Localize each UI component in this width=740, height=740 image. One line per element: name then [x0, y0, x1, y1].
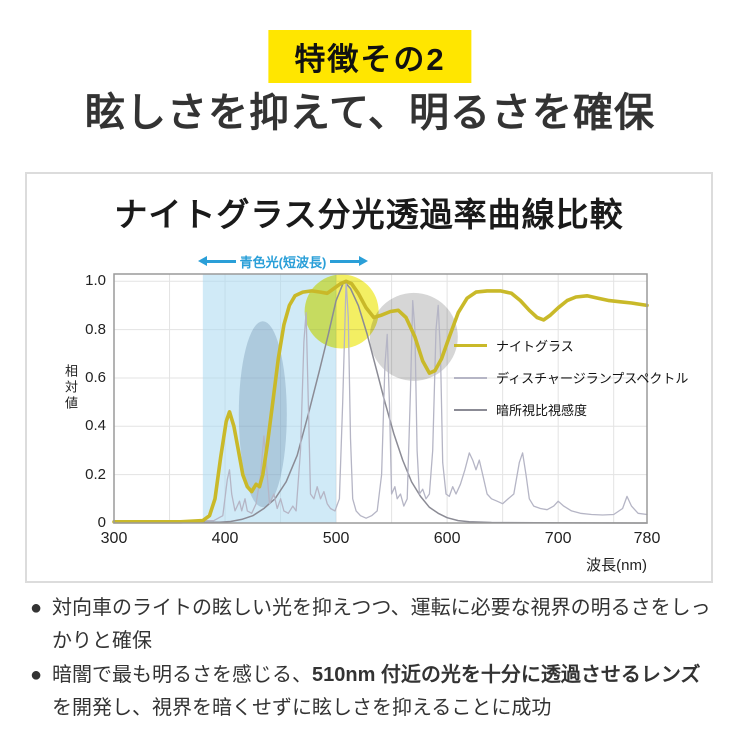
- feature-badge: 特徴その2: [268, 30, 472, 83]
- chart-title: ナイトグラス分光透過率曲線比較: [114, 196, 624, 233]
- x-axis-label: 波長(nm): [586, 557, 647, 574]
- series-line: [113, 280, 648, 522]
- y-tick: 0.8: [85, 320, 106, 338]
- bullet-marker-icon: ●: [30, 597, 43, 619]
- bullet-text-bold: 510nm 付近の光を十分に透過させるレンズ: [312, 663, 701, 686]
- bullet-item: ● 暗闇で最も明るさを感じる、510nm 付近の光を十分に透過させるレンズを開発し…: [30, 659, 714, 726]
- spectral-chart: [112, 273, 649, 524]
- x-tick: 300: [100, 530, 128, 547]
- legend-item: ディスチャージランプスペクトル: [454, 368, 688, 387]
- legend-item: 暗所視比視感度: [454, 400, 688, 419]
- x-tick: 600: [433, 530, 461, 547]
- legend-line-swatch: [454, 408, 487, 411]
- blue-region-highlight: [238, 321, 287, 508]
- series-line: [113, 280, 648, 524]
- legend-item: ナイトグラス: [454, 336, 688, 355]
- y-tick: 0.6: [85, 368, 106, 386]
- arrow-left-icon: [197, 256, 236, 266]
- x-tick: 400: [211, 530, 239, 547]
- plot-area: 0 0.2 0.4 0.6 0.8 1.0 300 400 500 600 700 780 ナイトグ…: [85, 272, 688, 547]
- x-tick: 780: [633, 530, 661, 547]
- bullet-item: ● 対向車のライトの眩しい光を抑えつつ、運転に必要な視界の明るさをしっかりと確保: [30, 592, 714, 659]
- legend-label: 暗所視比視感度: [496, 403, 588, 418]
- y-axis-label: 相対値: [63, 364, 78, 412]
- page-title: 眩しさを抑えて、明るさを確保: [85, 91, 655, 135]
- blue-light-label: 青色光(短波長): [239, 255, 327, 270]
- x-tick: 500: [322, 530, 350, 547]
- bullet-marker-icon: ●: [30, 663, 43, 686]
- bullet-text: 暗闇で最も明るさを感じる、: [52, 663, 312, 686]
- y-tick: 0.2: [85, 465, 106, 483]
- legend-label: ディスチャージランプスペクトル: [496, 371, 689, 386]
- legend-label: ナイトグラス: [496, 339, 574, 354]
- chart-panel: ナイトグラス分光透過率曲線比較 青色光(短波長) 相対値 0 0.2 0.4 0.6 0…: [25, 172, 713, 583]
- bullet-text: を開発し、視界を暗くせずに眩しさを抑えることに成功: [52, 697, 552, 720]
- y-tick: 1.0: [85, 272, 106, 290]
- blue-light-annotation: 青色光(短波長): [195, 252, 371, 271]
- legend-line-swatch: [454, 343, 487, 348]
- legend: ナイトグラスディスチャージランプスペクトル 暗所視比視感度: [454, 336, 688, 432]
- y-tick: 0: [97, 514, 106, 531]
- x-tick: 700: [544, 530, 572, 547]
- legend-line-swatch: [454, 376, 487, 379]
- arrow-right-icon: [330, 256, 369, 266]
- y-tick: 0.4: [85, 417, 106, 435]
- bullet-text: 対向車のライトの眩しい光を抑えつつ、運転に必要な視界の明るさをしっかりと確保: [52, 597, 711, 653]
- series-line: [112, 279, 649, 524]
- bullet-list: ● 対向車のライトの眩しい光を抑えつつ、運転に必要な視界の明るさをしっかりと確保 ●…: [30, 592, 714, 726]
